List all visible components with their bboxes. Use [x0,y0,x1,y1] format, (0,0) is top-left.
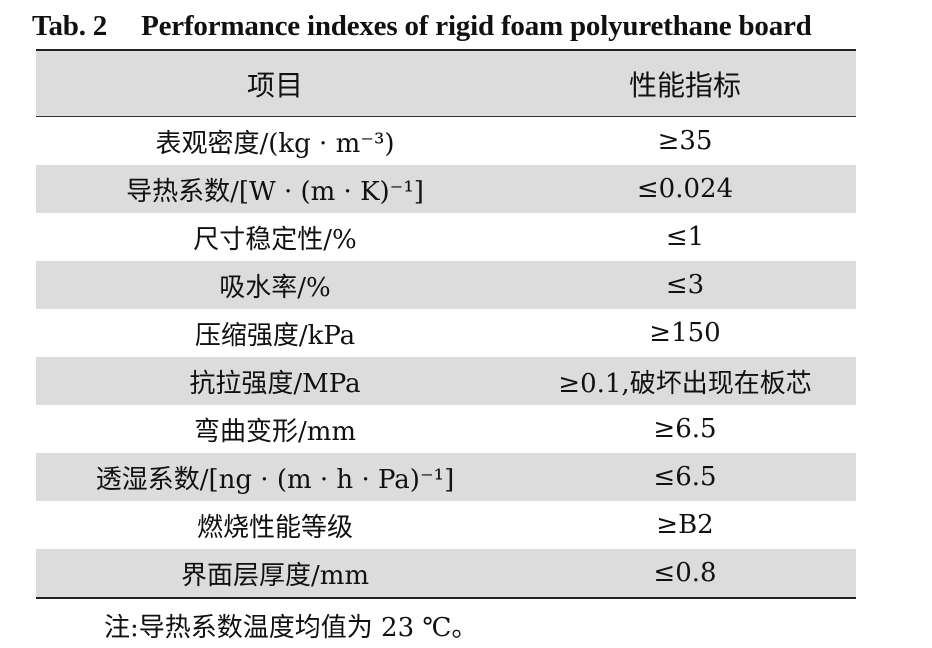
row-value: ≥150 [649,318,721,348]
header-item: 项目 [246,68,303,102]
row-value: ≥6.5 [653,414,717,444]
table-row: 尺寸稳定性/% ≤1 [36,213,856,261]
row-item-label: 燃烧性能等级 [196,512,353,543]
table-row: 透湿系数/[ng · (m · h · Pa)⁻¹] ≤6.5 [36,453,856,501]
row-value: ≤0.8 [653,558,717,588]
row-item-label: 表观密度/(kg · m⁻³) [155,128,395,159]
row-item-label: 透湿系数/[ng · (m · h · Pa)⁻¹] [95,464,455,495]
table-row: 导热系数/[W · (m · K)⁻¹] ≤0.024 [36,165,856,213]
row-value: ≥35 [657,126,713,156]
performance-table: 项目 性能指标 表观密度/(kg · m⁻³) ≥35 导热系数/[W · (m… [36,49,856,599]
row-item-label: 吸水率/% [219,272,331,303]
table-row: 吸水率/% ≤3 [36,261,856,309]
table-row: 界面层厚度/mm ≤0.8 [36,549,856,597]
row-value: ≤6.5 [653,462,717,492]
row-value: ≤0.024 [636,174,734,204]
row-value: ≤3 [665,270,705,300]
table-row: 抗拉强度/MPa ≥0.1,破坏出现在板芯 [36,357,856,405]
row-value: ≥0.1,破坏出现在板芯 [558,368,812,399]
table-title: Performance indexes of rigid foam polyur… [141,10,812,42]
table-row: 燃烧性能等级 ≥B2 [36,501,856,549]
row-item-label: 抗拉强度/MPa [189,368,361,399]
header-value: 性能指标 [628,68,741,102]
table-row: 弯曲变形/mm ≥6.5 [36,405,856,453]
table-number: Tab. 2 [32,10,108,42]
table-header-row: 项目 性能指标 [36,51,856,117]
table-footnote: 注:导热系数温度均值为 23 ℃。 [104,613,478,643]
row-value: ≥B2 [656,510,714,540]
row-item-label: 弯曲变形/mm [193,416,357,447]
table-row: 表观密度/(kg · m⁻³) ≥35 [36,117,856,165]
row-item-label: 导热系数/[W · (m · K)⁻¹] [126,176,424,207]
table-caption: Tab. 2 Performance indexes of rigid foam … [32,6,912,46]
row-item-label: 压缩强度/kPa [194,320,356,351]
row-item-label: 界面层厚度/mm [180,560,370,591]
row-item-label: 尺寸稳定性/% [193,224,357,255]
table-row: 压缩强度/kPa ≥150 [36,309,856,357]
row-value: ≤1 [665,222,705,252]
